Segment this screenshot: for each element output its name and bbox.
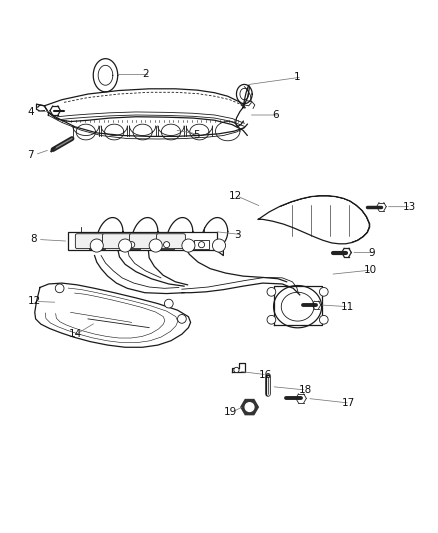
Circle shape (245, 403, 254, 411)
Text: 19: 19 (224, 407, 237, 417)
Circle shape (94, 241, 100, 248)
Text: 10: 10 (364, 265, 377, 275)
Circle shape (119, 239, 132, 252)
Text: 17: 17 (342, 398, 355, 408)
FancyBboxPatch shape (75, 234, 104, 248)
Text: 3: 3 (234, 230, 241, 240)
Circle shape (267, 287, 276, 296)
Circle shape (90, 239, 103, 252)
Text: 1: 1 (294, 72, 301, 82)
Bar (194, 240, 209, 249)
Circle shape (177, 314, 186, 323)
Text: 12: 12 (229, 191, 242, 201)
Polygon shape (232, 364, 245, 372)
Circle shape (267, 316, 276, 324)
Bar (68, 232, 217, 251)
Circle shape (198, 241, 205, 248)
Text: 13: 13 (403, 201, 417, 212)
Text: 18: 18 (298, 385, 312, 395)
FancyBboxPatch shape (156, 234, 185, 248)
Text: 9: 9 (368, 247, 375, 257)
Circle shape (212, 239, 226, 252)
Polygon shape (35, 283, 191, 348)
FancyBboxPatch shape (130, 234, 158, 248)
Polygon shape (258, 196, 370, 244)
FancyBboxPatch shape (102, 234, 131, 248)
Circle shape (163, 241, 170, 248)
Circle shape (234, 367, 239, 373)
Text: 14: 14 (68, 329, 81, 339)
Circle shape (319, 287, 328, 296)
Text: 11: 11 (340, 302, 353, 312)
Text: 8: 8 (30, 235, 36, 245)
Text: 12: 12 (28, 296, 41, 306)
Text: 7: 7 (27, 150, 34, 160)
Bar (89, 240, 105, 249)
Bar (124, 240, 140, 249)
Text: 2: 2 (143, 69, 149, 79)
Circle shape (319, 316, 328, 324)
Text: 16: 16 (259, 370, 272, 380)
Circle shape (164, 299, 173, 308)
Circle shape (149, 239, 162, 252)
Circle shape (55, 284, 64, 293)
Polygon shape (241, 400, 258, 415)
Bar (159, 240, 174, 249)
Text: 6: 6 (272, 110, 279, 120)
Circle shape (129, 241, 135, 248)
Circle shape (182, 239, 195, 252)
Text: 4: 4 (28, 107, 35, 117)
Text: 5: 5 (193, 130, 199, 140)
